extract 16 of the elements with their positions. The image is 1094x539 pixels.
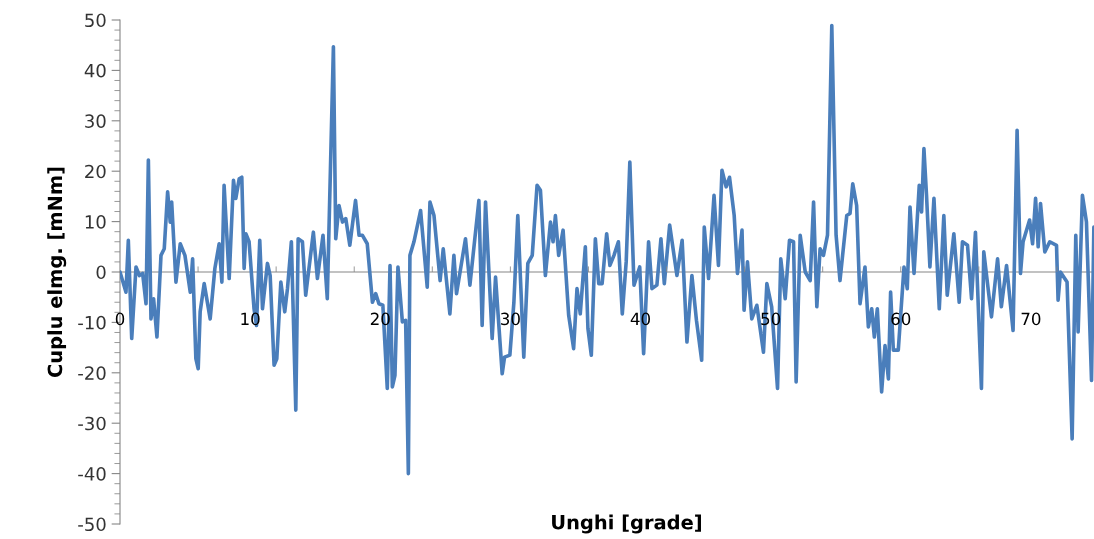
y-tick-label: -20	[78, 366, 106, 380]
y-axis-title: Cuplu elmg. [mNm]	[47, 167, 67, 378]
x-tick-label: 50	[761, 312, 781, 326]
x-axis-title: Unghi [grade]	[552, 514, 701, 534]
y-tick-label: 20	[85, 164, 106, 179]
y-tick-label: -10	[78, 315, 106, 330]
y-tick-label: 10	[85, 215, 106, 229]
x-tick-label: 0	[115, 312, 125, 326]
y-tick-label: -40	[78, 467, 106, 481]
y-tick-label: 40	[84, 63, 106, 78]
x-tick-label: 70	[1021, 312, 1041, 326]
y-tick-label: 0	[96, 265, 106, 280]
y-tick-label: 50	[85, 13, 106, 28]
y-tick-label: -50	[78, 517, 106, 532]
y-tick-label: 30	[85, 114, 106, 128]
y-tick-label: -30	[78, 416, 106, 431]
